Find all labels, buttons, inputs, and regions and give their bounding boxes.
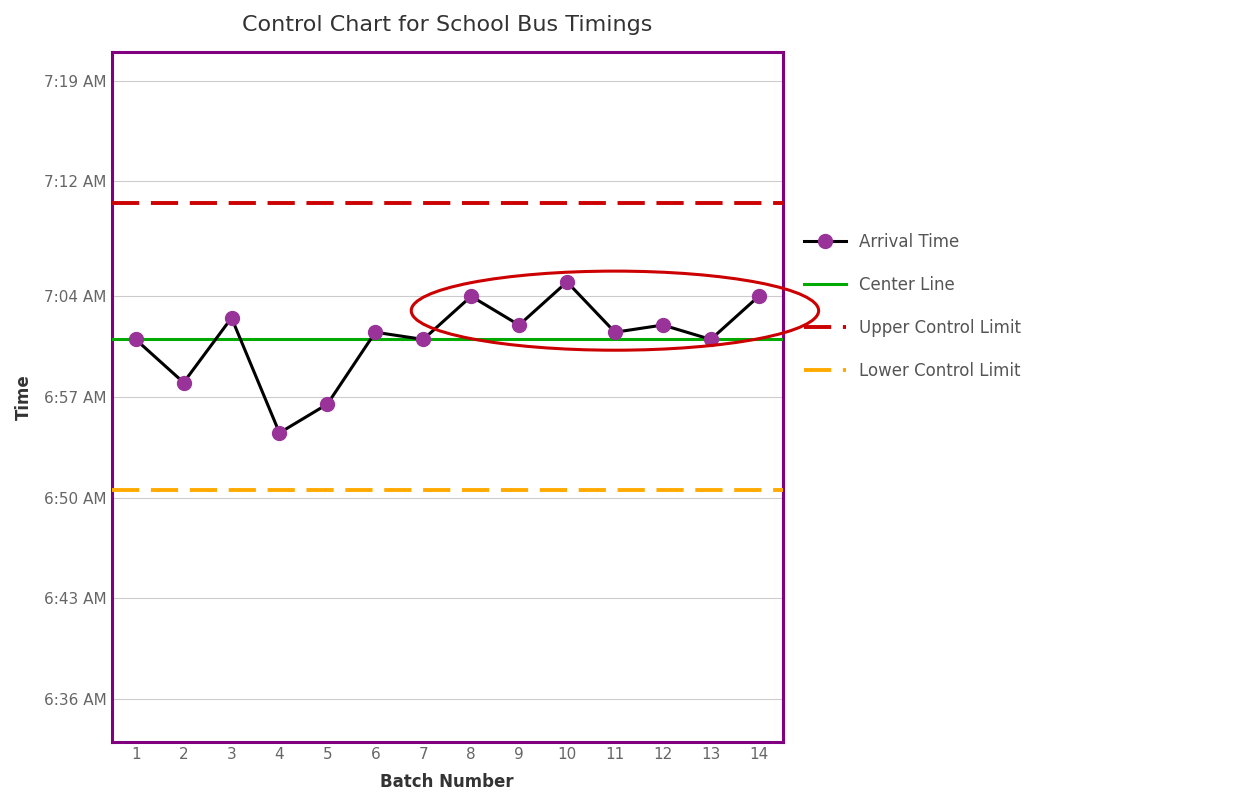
Arrival Time bbox=[511, 320, 526, 330]
X-axis label: Batch Number: Batch Number bbox=[381, 773, 514, 791]
Arrival Time bbox=[273, 428, 288, 438]
Arrival Time bbox=[320, 399, 335, 409]
Y-axis label: Time: Time bbox=[15, 374, 33, 420]
Title: Control Chart for School Bus Timings: Control Chart for School Bus Timings bbox=[242, 15, 652, 35]
Lower Control Limit bbox=[128, 485, 143, 495]
Arrival Time bbox=[176, 378, 191, 388]
Arrival Time bbox=[128, 334, 143, 344]
Arrival Time bbox=[656, 320, 671, 330]
Arrival Time bbox=[703, 334, 718, 344]
Arrival Time bbox=[368, 327, 383, 337]
Center Line bbox=[128, 334, 143, 344]
Upper Control Limit bbox=[128, 198, 143, 208]
Center Line bbox=[80, 334, 95, 344]
Upper Control Limit bbox=[80, 198, 95, 208]
Arrival Time bbox=[416, 334, 431, 344]
Arrival Time bbox=[463, 292, 479, 301]
Line: Arrival Time: Arrival Time bbox=[129, 275, 766, 440]
Legend: Arrival Time, Center Line, Upper Control Limit, Lower Control Limit: Arrival Time, Center Line, Upper Control… bbox=[804, 233, 1021, 380]
Arrival Time bbox=[608, 327, 623, 337]
Arrival Time bbox=[559, 277, 574, 287]
Arrival Time bbox=[751, 292, 766, 301]
Lower Control Limit bbox=[80, 485, 95, 495]
Arrival Time bbox=[224, 313, 239, 322]
